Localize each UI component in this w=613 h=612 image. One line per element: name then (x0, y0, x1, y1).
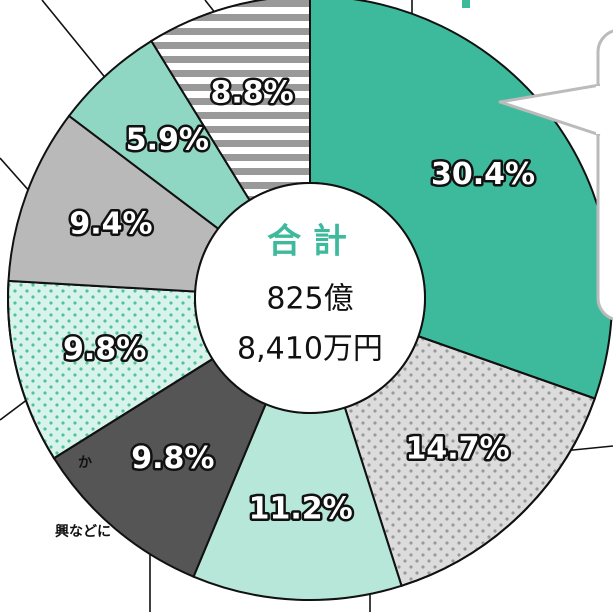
value-label: 9.4% (69, 206, 152, 241)
value-label: 8.8% (211, 76, 294, 111)
center-circle (194, 182, 426, 414)
value-label: 5.9% (126, 123, 209, 158)
legend-swatch (462, 0, 470, 8)
value-label: 9.8% (63, 332, 146, 367)
value-label: 30.4% (431, 157, 535, 192)
center-title: 合 計 (267, 222, 347, 262)
callout (498, 29, 613, 321)
center-line: 825億 (266, 282, 353, 317)
value-label: 9.8% (131, 441, 214, 476)
center-line: 8,410万円 (237, 332, 383, 367)
note: 興などに (55, 524, 111, 540)
note: か (78, 455, 92, 471)
value-label: 14.7% (405, 432, 509, 467)
value-label: 11.2% (249, 491, 353, 526)
